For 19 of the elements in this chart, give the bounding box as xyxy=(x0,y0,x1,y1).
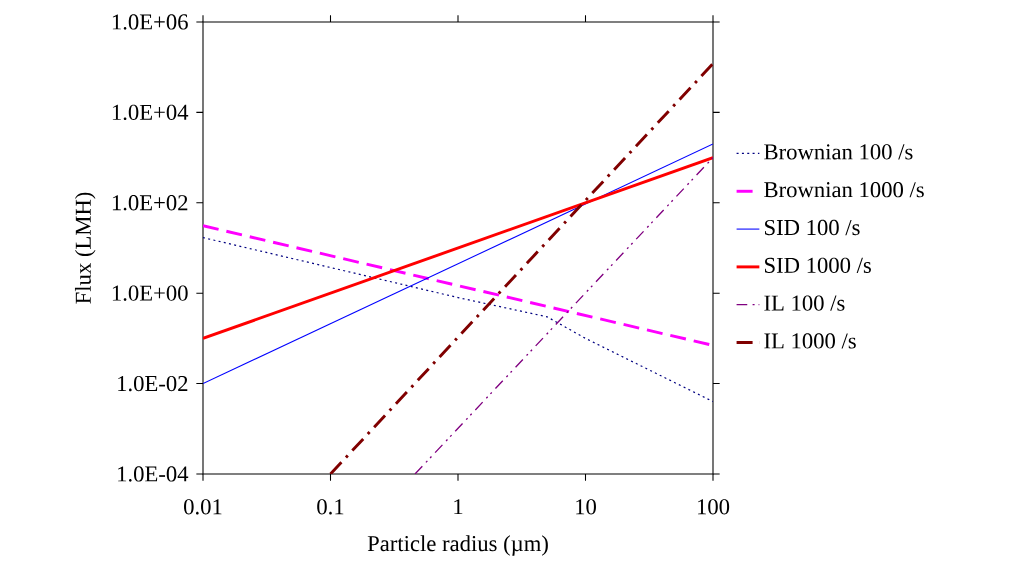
legend-label: Brownian 100 /s xyxy=(764,144,913,160)
legend-label: SID 100 /s xyxy=(765,219,860,236)
legend-label: IL 100 /s xyxy=(764,295,845,311)
x-tick-label: 100 xyxy=(697,499,730,515)
y-tick-label: 1.0E+06 xyxy=(112,14,188,30)
legend-label: Brownian 1000 /s xyxy=(764,182,924,198)
x-tick-label: 0.01 xyxy=(184,499,222,515)
x-tick-label: 1 xyxy=(454,499,463,515)
legend-label: SID 1000 /s xyxy=(765,257,871,273)
y-tick-label: 1.0E+00 xyxy=(112,285,188,301)
y-axis-title: Flux (LMH) xyxy=(74,192,96,304)
y-tick-label: 1.0E-04 xyxy=(118,466,189,482)
legend-label: IL 1000 /s xyxy=(764,333,856,349)
y-tick-label: 1.0E+04 xyxy=(112,104,189,121)
y-tick-label: 1.0E+02 xyxy=(112,195,188,211)
x-tick-label: 10 xyxy=(576,499,596,515)
x-tick-label: 0.1 xyxy=(317,499,344,515)
x-axis-title: Particle radius (µm) xyxy=(367,535,548,556)
y-tick-label: 1.0E-02 xyxy=(118,375,188,392)
